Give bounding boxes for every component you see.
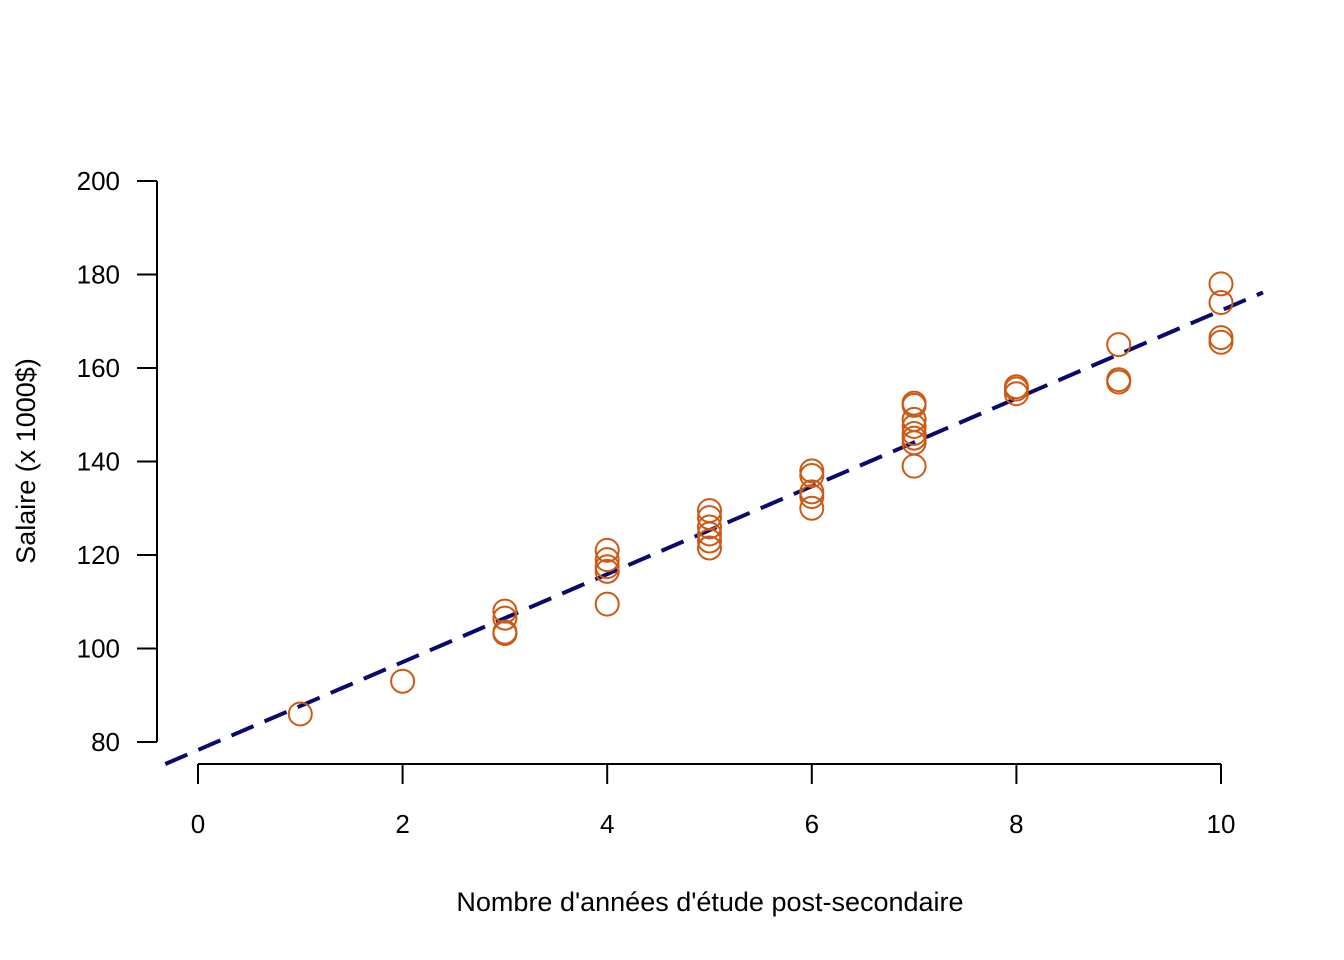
data-point: [594, 591, 620, 617]
data-point: [1003, 376, 1029, 402]
data-point: [287, 701, 313, 727]
x-axis: 0 2 4 6 8 10: [191, 763, 1236, 839]
data-point: [901, 453, 927, 479]
data-point: [594, 558, 620, 584]
data-point: [1208, 290, 1234, 316]
y-axis: 80 100 120 140 160 180 200: [77, 166, 158, 757]
data-point: [799, 463, 825, 489]
data-point: [1208, 329, 1234, 355]
y-tick-label: 140: [77, 447, 120, 477]
data-point: [594, 537, 620, 563]
data-point: [697, 535, 722, 561]
data-point: [1106, 332, 1132, 358]
y-tick-label: 120: [77, 540, 120, 570]
data-point: [390, 668, 416, 694]
x-tick-label: 0: [191, 809, 205, 839]
y-axis-label: Salaire (x 1000$): [11, 358, 41, 564]
data-point: [1106, 369, 1132, 395]
data-point: [901, 392, 927, 418]
y-tick-label: 80: [91, 727, 120, 757]
y-tick-label: 160: [77, 353, 120, 383]
x-tick-label: 2: [395, 809, 409, 839]
data-point: [697, 521, 722, 547]
data-point: [1106, 367, 1132, 393]
data-point: [492, 621, 518, 647]
data-point: [799, 495, 825, 521]
y-tick-label: 100: [77, 634, 120, 664]
y-tick-label: 200: [77, 166, 120, 196]
y-tick-label: 180: [77, 260, 120, 290]
x-tick-label: 4: [600, 809, 614, 839]
data-point: [697, 528, 722, 554]
data-point: [799, 484, 825, 510]
data-point: [799, 458, 825, 484]
x-tick-label: 6: [805, 809, 819, 839]
data-point: [1208, 271, 1234, 297]
data-points: [287, 271, 1234, 727]
data-point: [901, 413, 927, 439]
data-point: [1003, 381, 1029, 407]
x-tick-label: 10: [1207, 809, 1236, 839]
data-point: [492, 605, 518, 631]
data-point: [697, 514, 722, 540]
x-tick-label: 8: [1009, 809, 1023, 839]
data-point: [1208, 325, 1234, 351]
data-point: [594, 547, 620, 573]
x-axis-label: Nombre d'années d'étude post-secondaire: [456, 887, 963, 917]
